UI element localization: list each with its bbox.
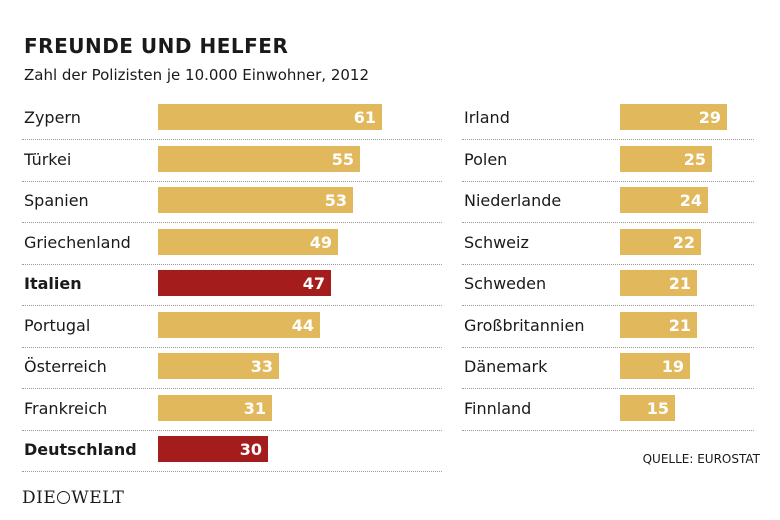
chart-row: Italien 47 [22,264,442,306]
category-label: Portugal [24,315,91,335]
value-label: 21 [668,315,691,335]
bar-italien: 47 [158,270,331,296]
chart-row: Niederlande 24 [462,181,754,223]
bar-griechenland: 49 [158,228,338,255]
bar-dänemark: 19 [620,353,690,379]
chart-row: Portugal 44 [22,306,442,348]
chart-row: Spanien 53 [22,181,442,223]
value-label: 15 [646,398,669,418]
value-label: 30 [239,440,262,459]
chart-row: Irland 29 [462,98,754,140]
bar-portugal: 44 [158,311,320,338]
value-label: 29 [698,108,721,127]
category-label: Italien [24,274,82,293]
category-label: Frankreich [24,398,108,418]
value-label: 21 [668,274,691,293]
value-label: 61 [353,108,376,127]
chart-title: FREUNDE UND HELFER [24,34,289,58]
bar-irland: 29 [620,104,727,130]
bar-schweden: 21 [620,270,697,296]
value-label: 19 [661,357,684,376]
bar-niederlande: 24 [620,187,708,213]
category-label: Türkei [24,149,72,169]
bar-zypern: 61 [158,104,382,130]
bar-schweiz: 22 [620,228,701,255]
category-label: Großbritannien [464,315,585,335]
category-label: Polen [464,149,508,169]
value-label: 31 [243,398,266,418]
bar-österreich: 33 [158,353,279,379]
category-label: Deutschland [24,440,137,459]
category-label: Irland [464,108,510,127]
globe-icon [57,491,71,504]
chart-row: Finnland 15 [462,389,754,431]
bar-frankreich: 31 [158,394,272,421]
category-label: Spanien [24,191,89,210]
category-label: Schweiz [464,232,529,252]
category-label: Zypern [24,108,81,127]
chart-row: Großbritannien 21 [462,306,754,348]
chart-row: Frankreich 31 [22,389,442,431]
value-label: 22 [672,232,695,252]
chart-row: Zypern 61 [22,98,442,140]
die-welt-logo: DIE WELT [22,488,124,508]
chart-row: Griechenland 49 [22,223,442,265]
value-label: 53 [324,191,347,210]
value-label: 33 [250,357,273,376]
value-label: 49 [309,232,332,252]
chart-subtitle: Zahl der Polizisten je 10.000 Einwohner,… [24,66,369,84]
category-label: Österreich [24,357,107,376]
bar-deutschland: 30 [158,436,268,462]
logo-text-right: WELT [71,488,125,508]
bar-polen: 25 [620,145,712,172]
chart-row: Österreich 33 [22,347,442,389]
value-label: 55 [331,149,354,169]
value-label: 44 [291,315,314,335]
category-label: Finnland [464,398,532,418]
value-label: 24 [679,191,702,210]
bar-finnland: 15 [620,394,675,421]
bar-großbritannien: 21 [620,311,697,338]
source-note: QUELLE: EUROSTAT [642,452,760,466]
category-label: Dänemark [464,357,548,376]
chart-row: Polen 25 [462,140,754,182]
bar-türkei: 55 [158,145,360,172]
logo-text-left: DIE [22,488,57,508]
category-label: Griechenland [24,232,131,252]
chart-row: Deutschland 30 [22,430,442,472]
chart-row: Schweden 21 [462,264,754,306]
category-label: Schweden [464,274,547,293]
value-label: 47 [302,274,325,293]
chart-row: Dänemark 19 [462,347,754,389]
chart-row: Türkei 55 [22,140,442,182]
chart-row: Schweiz 22 [462,223,754,265]
category-label: Niederlande [464,191,562,210]
bar-spanien: 53 [158,187,353,213]
value-label: 25 [683,149,706,169]
